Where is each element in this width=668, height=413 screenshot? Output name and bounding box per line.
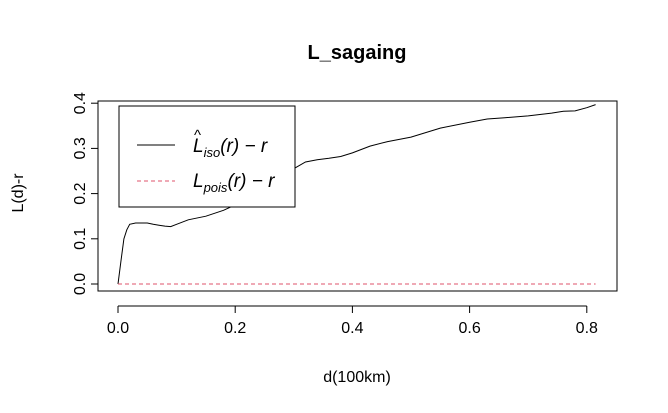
chart-title: L_sagaing [308, 42, 407, 64]
legend-hat: ^ [194, 127, 201, 144]
x-axis-label: d(100km) [323, 369, 391, 386]
y-tick-label: 0.3 [72, 137, 89, 159]
legend-label-iso: Liso(r) − r [193, 136, 268, 160]
y-tick-label: 0.2 [72, 182, 89, 204]
y-tick-label: 0.1 [72, 228, 89, 250]
x-tick-label: 0.0 [107, 320, 129, 337]
y-tick-label: 0.4 [72, 92, 89, 114]
legend-box [118, 105, 296, 208]
y-axis: 0.0 0.1 0.2 0.3 0.4 [72, 92, 99, 295]
x-tick-label: 0.6 [458, 320, 480, 337]
plot-frame [97, 100, 618, 292]
legend-label-pois: Lpois(r) − r [193, 171, 275, 195]
y-axis-label: L(d)-r [10, 173, 27, 213]
x-tick-label: 0.4 [341, 320, 363, 337]
x-axis: 0.0 0.2 0.4 0.6 0.8 [107, 305, 598, 337]
y-tick-label: 0.0 [72, 273, 89, 295]
x-tick-label: 0.8 [576, 320, 598, 337]
x-tick-label: 0.2 [224, 320, 246, 337]
legend: Liso(r) − r ^ Lpois(r) − r [118, 105, 296, 208]
